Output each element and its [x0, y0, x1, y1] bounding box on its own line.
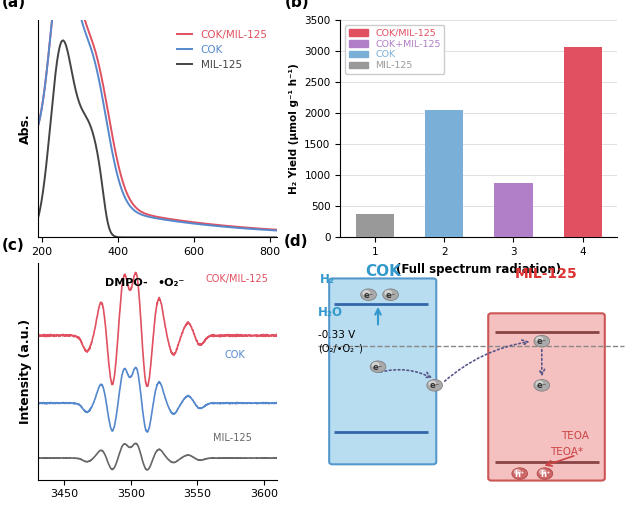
Text: (O₂/•O₂⁻): (O₂/•O₂⁻) [318, 343, 363, 354]
Circle shape [512, 468, 528, 479]
Text: COK/MIL-125: COK/MIL-125 [205, 274, 268, 284]
Text: COK: COK [224, 350, 245, 360]
FancyBboxPatch shape [488, 313, 605, 481]
Circle shape [427, 380, 442, 391]
Text: H₂: H₂ [320, 273, 335, 286]
Bar [425, 110, 463, 237]
Text: (d): (d) [284, 234, 308, 249]
Y-axis label: H₂ Yield (μmol g⁻¹ h⁻¹): H₂ Yield (μmol g⁻¹ h⁻¹) [289, 64, 299, 194]
Text: h⁺: h⁺ [540, 470, 550, 479]
Circle shape [370, 361, 386, 373]
X-axis label: (Full spectrum radiation): (Full spectrum radiation) [396, 263, 561, 276]
Text: (c): (c) [2, 237, 25, 252]
Circle shape [514, 470, 520, 474]
X-axis label: Wavelength (nm): Wavelength (nm) [97, 263, 218, 276]
Bar [356, 214, 394, 237]
FancyBboxPatch shape [329, 278, 436, 464]
Circle shape [429, 381, 435, 386]
Circle shape [534, 335, 549, 347]
Text: e⁻: e⁻ [386, 291, 396, 299]
Circle shape [385, 291, 391, 295]
Text: H₂O: H₂O [318, 306, 343, 319]
Text: COK: COK [365, 264, 401, 279]
Text: MIL-125: MIL-125 [515, 267, 578, 281]
Text: MIL-125: MIL-125 [212, 433, 251, 443]
Circle shape [537, 468, 553, 479]
Bar [495, 183, 532, 237]
Circle shape [534, 380, 549, 391]
Circle shape [382, 289, 399, 300]
Legend: COK/MIL-125, COK+MIL-125, COK, MIL-125: COK/MIL-125, COK+MIL-125, COK, MIL-125 [345, 25, 444, 74]
Text: (b): (b) [285, 0, 309, 10]
Text: e⁻: e⁻ [537, 337, 547, 346]
Text: h⁺: h⁺ [515, 470, 525, 479]
Y-axis label: Intensity (a.u.): Intensity (a.u.) [20, 319, 32, 424]
Text: e⁻: e⁻ [373, 363, 383, 372]
Circle shape [536, 381, 542, 386]
Circle shape [536, 337, 542, 342]
Text: •O₂⁻: •O₂⁻ [158, 278, 185, 288]
Text: e⁻: e⁻ [364, 291, 374, 299]
Text: TEOA*: TEOA* [549, 447, 583, 457]
Y-axis label: Abs.: Abs. [20, 114, 32, 144]
Circle shape [360, 289, 377, 300]
Text: DMPO-: DMPO- [105, 278, 151, 288]
Bar [564, 47, 602, 237]
Text: TEOA: TEOA [561, 431, 589, 441]
Legend: COK/MIL-125, COK, MIL-125: COK/MIL-125, COK, MIL-125 [173, 25, 272, 74]
Circle shape [372, 363, 379, 367]
Text: (a): (a) [2, 0, 26, 10]
Circle shape [539, 470, 546, 474]
Circle shape [363, 291, 369, 295]
Text: e⁻: e⁻ [430, 381, 440, 390]
Text: -0.33 V: -0.33 V [318, 330, 355, 340]
Text: e⁻: e⁻ [537, 381, 547, 390]
